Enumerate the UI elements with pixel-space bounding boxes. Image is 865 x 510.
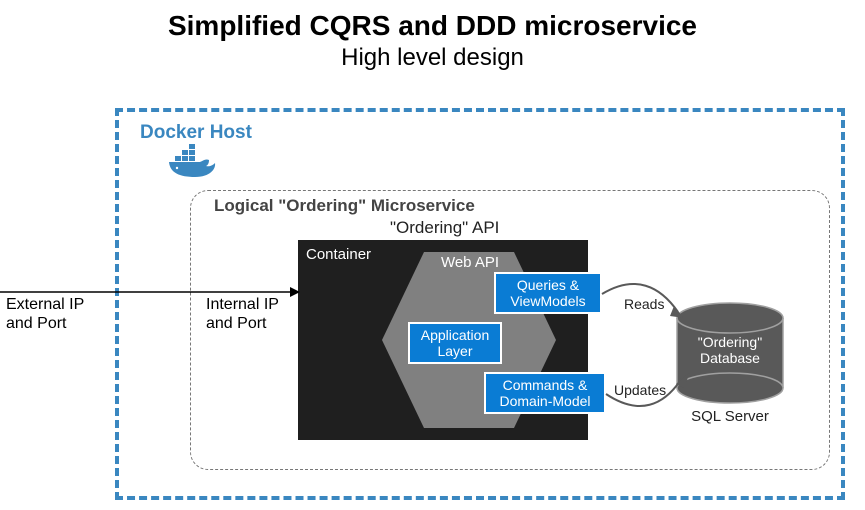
logical-microservice-label: Logical "Ordering" Microservice <box>214 196 475 216</box>
web-api-label: Web API <box>420 254 520 271</box>
internal-ip-label: Internal IP and Port <box>206 295 279 333</box>
reads-label: Reads <box>624 296 664 312</box>
docker-whale-icon <box>165 144 221 184</box>
queries-box: Queries & ViewModels <box>494 272 602 314</box>
external-ip-label: External IP and Port <box>6 295 84 333</box>
container-label: Container <box>306 246 371 263</box>
ordering-api-label: "Ordering" API <box>390 218 499 238</box>
database-label: "Ordering" Database <box>684 334 776 366</box>
database-caption: SQL Server <box>690 408 770 425</box>
page-subtitle: High level design <box>0 44 865 72</box>
docker-host-label: Docker Host <box>140 122 252 144</box>
application-layer-text: Application Layer <box>421 327 490 359</box>
queries-box-text: Queries & ViewModels <box>510 277 585 309</box>
entry-arrow <box>0 285 300 299</box>
commands-box: Commands & Domain-Model <box>484 372 606 414</box>
commands-box-text: Commands & Domain-Model <box>499 377 590 409</box>
page-title: Simplified CQRS and DDD microservice <box>0 10 865 42</box>
application-layer-box: Application Layer <box>408 322 502 364</box>
updates-label: Updates <box>614 382 666 398</box>
